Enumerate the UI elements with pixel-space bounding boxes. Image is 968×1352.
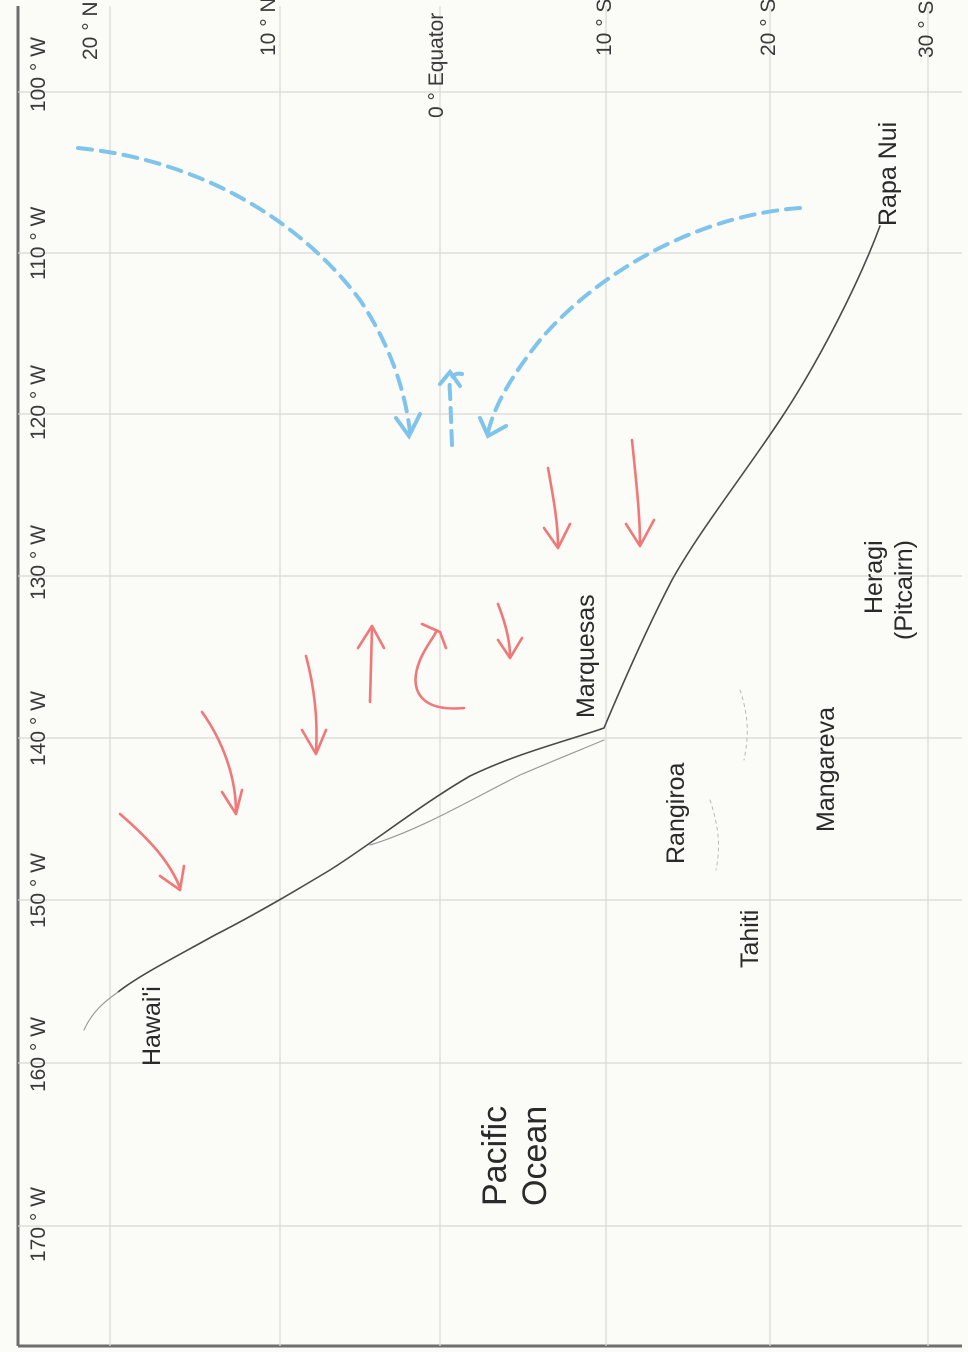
lat-tick-30s: 30 ° S [915,0,938,58]
wind-arrows [118,438,656,892]
route-tuamotu-marks [709,689,748,871]
lon-tick-110w: 110 ° W [27,206,50,280]
place-hawaii: Hawai'i [138,986,166,1066]
lon-tick-100w: 100 ° W [27,37,50,112]
lon-tick-150w: 150 ° W [27,853,50,928]
wind-arrow-6 [496,602,524,660]
lat-tick-20n: 20 ° N [79,1,102,60]
place-heragi: Heragi [860,540,888,614]
lat-tick-20s: 20 ° S [757,0,780,56]
lon-tick-120w: 120 ° W [27,365,50,440]
current-equator-arrowhead [438,368,462,388]
route-main [117,225,881,993]
wind-arrow-1 [118,812,186,892]
wind-arrow-5 [414,622,466,710]
place-rapa-nui: Rapa Nui [874,121,902,226]
lat-tick-equator: 0 ° Equator [425,12,448,118]
route-hawaii-stub [83,991,119,1031]
route-alternate [369,739,605,846]
lon-tick-170w: 170 ° W [27,1187,50,1262]
current-south-arrowhead [478,416,508,439]
voyage-route [83,225,881,1031]
wind-arrow-7 [542,466,572,550]
lon-tick-160w: 160 ° W [27,1017,50,1092]
graticule [18,6,962,1346]
lat-tick-10n: 10 ° N [257,0,280,56]
wind-arrow-3 [300,654,328,756]
ocean-currents [76,146,802,447]
wind-arrow-4 [356,624,386,704]
ocean-label-line1: Pacific [476,1105,514,1206]
place-tahiti: Tahiti [736,909,764,968]
place-rangiroa: Rangiroa [662,762,690,864]
current-north-path [76,146,412,434]
current-south-path [486,206,802,434]
lat-tick-10s: 10 ° S [593,0,616,56]
ocean-label-line2: Ocean [516,1105,554,1206]
lon-tick-130w: 130 ° W [27,525,50,600]
current-equator-path [447,371,464,447]
place-heragi-pitcairn: (Pitcairn) [890,539,918,640]
wind-arrow-8 [624,438,656,548]
map-frame [16,6,962,1348]
lon-tick-140w: 140 ° W [27,691,50,766]
current-north-arrowhead [394,412,422,440]
place-mangareva: Mangareva [812,706,840,832]
wind-arrow-2 [200,710,244,816]
place-marquesas: Marquesas [572,594,600,718]
